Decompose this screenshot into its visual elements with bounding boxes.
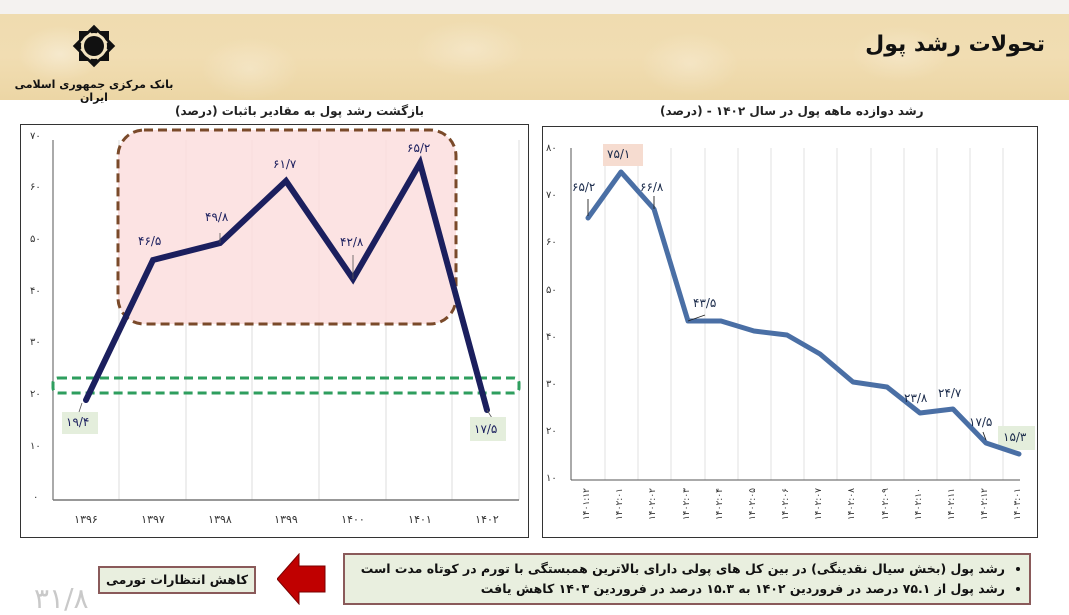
callout-inflation-expectations: کاهش انتظارات تورمی (98, 566, 256, 594)
right-ytick: ۸۰ (546, 143, 557, 154)
right-xlabel: ۱۴۰۲:۱۲ (980, 488, 990, 521)
summary-box: رشد پول (بخش سیال نقدینگی) در بین کل های… (343, 553, 1031, 605)
summary-bullet: رشد پول (بخش سیال نقدینگی) در بین کل های… (355, 559, 1005, 579)
left-xlabel: ۱۳۹۹ (274, 513, 298, 526)
left-ytick: ۴۰ (30, 286, 41, 297)
right-xlabel: ۱۴۰۲:۰۸ (847, 488, 857, 521)
left-point-label: ۶۵/۲ (407, 141, 431, 155)
left-xlabel: ۱۴۰۱ (408, 513, 432, 526)
left-xlabel: ۱۴۰۰ (341, 513, 365, 526)
right-ytick: ۲۰ (546, 426, 557, 437)
left-ytick: ۰ (33, 492, 39, 503)
left-xlabel: ۱۴۰۲ (475, 513, 499, 526)
right-point-label: ۱۷/۵ (969, 415, 993, 429)
right-ytick: ۱۰ (546, 473, 557, 484)
highlight-box (116, 128, 458, 326)
central-bank-logo-icon (72, 24, 116, 68)
right-xlabel: ۱۴۰۲:۱۱ (947, 488, 957, 521)
right-series-line (585, 169, 1022, 457)
page-title: تحولات رشد پول (865, 32, 1045, 57)
left-ytick: ۱۰ (30, 441, 41, 452)
left-ytick: ۵۰ (30, 234, 41, 245)
left-point-label: ۴۹/۸ (205, 210, 229, 224)
right-point-label: ۴۳/۵ (693, 296, 717, 310)
left-point-label: ۱۹/۴ (66, 415, 90, 429)
right-xlabel: ۱۴۰۲:۰۵ (748, 488, 758, 521)
right-xlabel: ۱۴۰۲:۰۷ (814, 488, 824, 521)
page-number: ۳۱/۸ (34, 582, 89, 615)
right-chart-frame (542, 126, 1038, 538)
left-ytick: ۷۰ (30, 131, 41, 142)
stable-band (51, 376, 521, 395)
right-ytick: ۷۰ (546, 190, 557, 201)
right-point-label: ۲۴/۷ (938, 386, 962, 400)
left-ytick: ۳۰ (30, 337, 41, 348)
left-point-label: ۴۲/۸ (340, 235, 364, 249)
right-xlabel: ۱۴۰۲:۰۱ (615, 488, 625, 521)
right-xlabel: ۱۴۰۲:۰۹ (881, 488, 891, 521)
left-chart-title: بازگشت رشد پول به مقادیر باثبات (درصد) (175, 104, 424, 118)
right-ytick: ۶۰ (546, 237, 557, 248)
left-xlabel: ۱۳۹۸ (208, 513, 232, 526)
right-point-label: ۷۵/۱ (607, 147, 631, 161)
right-ytick: ۴۰ (546, 332, 557, 343)
bank-name: بانک مرکزی جمهوری اسلامی ایران (14, 78, 174, 104)
right-xlabel: ۱۴۰۱:۱۲ (582, 488, 592, 521)
left-ytick: ۶۰ (30, 182, 41, 193)
right-chart-title: رشد دوازده ماهه پول در سال ۱۴۰۲ - (درصد) (660, 104, 924, 118)
right-xlabel: ۱۴۰۲:۰۲ (648, 488, 658, 521)
right-xlabel: ۱۴۰۲:۱۰ (914, 488, 924, 521)
left-point-label: ۴۶/۵ (138, 234, 162, 248)
left-point-label: ۶۱/۷ (273, 157, 297, 171)
right-ytick: ۵۰ (546, 285, 557, 296)
right-point-label: ۱۵/۳ (1003, 430, 1027, 444)
left-arrow-icon (277, 553, 326, 605)
right-xlabel: ۱۴۰۲:۰۴ (715, 488, 725, 521)
right-xlabel: ۱۴۰۳:۰۱ (1013, 488, 1023, 521)
right-xlabel: ۱۴۰۲:۰۶ (781, 488, 791, 521)
left-xlabel: ۱۳۹۶ (74, 513, 98, 526)
summary-bullet: رشد پول از ۷۵.۱ درصد در فروردین ۱۴۰۲ به … (355, 579, 1005, 599)
left-series-line (83, 155, 490, 413)
header-banner (0, 14, 1069, 100)
left-xlabel: ۱۳۹۷ (141, 513, 165, 526)
left-point-label: ۱۷/۵ (474, 422, 498, 436)
right-xlabel: ۱۴۰۲:۰۳ (682, 488, 692, 521)
right-ytick: ۳۰ (546, 379, 557, 390)
left-ytick: ۲۰ (30, 389, 41, 400)
right-point-label: ۶۵/۲ (572, 180, 596, 194)
right-point-label: ۲۳/۸ (904, 391, 928, 405)
right-point-label: ۶۶/۸ (640, 180, 664, 194)
